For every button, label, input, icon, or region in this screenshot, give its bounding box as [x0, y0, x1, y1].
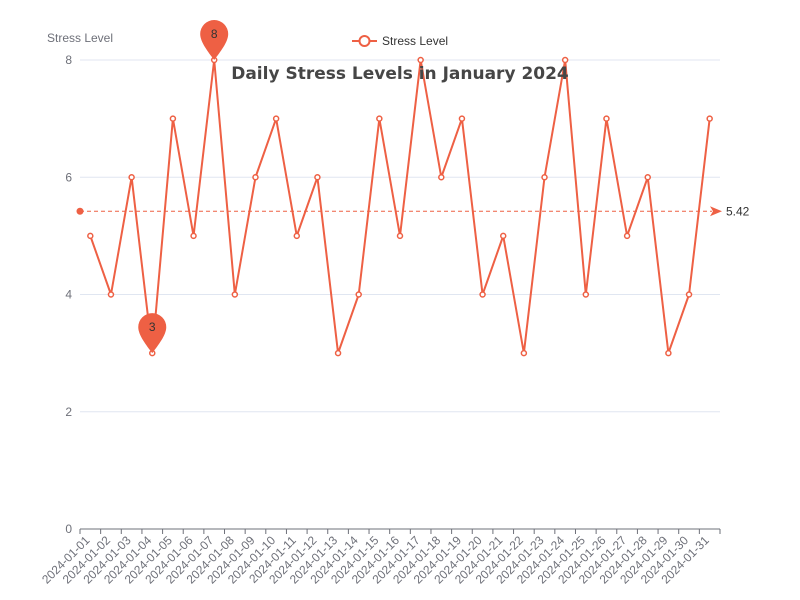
y-tick-label: 2 [65, 405, 72, 419]
y-tick-label: 0 [65, 522, 72, 536]
data-point[interactable] [252, 174, 259, 181]
legend[interactable]: Stress Level [352, 34, 448, 48]
pin-label: 8 [211, 27, 218, 41]
data-point[interactable] [603, 115, 610, 122]
data-point[interactable] [438, 174, 445, 181]
data-point[interactable] [355, 291, 362, 298]
grid-lines [80, 59, 720, 413]
pin-icon [138, 313, 167, 354]
data-point[interactable] [314, 174, 321, 181]
chart-title: Daily Stress Levels in January 2024 [231, 64, 569, 84]
data-point[interactable] [541, 174, 548, 181]
data-point[interactable] [87, 232, 94, 240]
series-line [89, 59, 711, 355]
y-tick-label: 4 [65, 288, 72, 302]
mark-points: 83 [138, 20, 229, 354]
data-point[interactable] [520, 349, 528, 357]
y-tick-label: 6 [65, 170, 72, 184]
data-point[interactable] [376, 115, 383, 122]
data-point[interactable] [561, 56, 569, 64]
data-point[interactable] [396, 232, 404, 240]
y-tick-label: 8 [65, 53, 72, 67]
data-point[interactable] [706, 115, 713, 122]
data-point[interactable] [582, 291, 590, 298]
min-mark-pin: 3 [138, 313, 167, 354]
data-point[interactable] [231, 291, 239, 298]
legend-circle-icon [358, 35, 371, 47]
y-axis-label: Stress Level [47, 31, 113, 45]
data-point[interactable] [190, 232, 197, 240]
pin-icon [200, 20, 229, 60]
pin-label: 3 [149, 320, 156, 334]
data-point[interactable] [623, 232, 631, 240]
x-axis: 2024-01-012024-01-022024-01-032024-01-04… [39, 528, 721, 587]
data-point[interactable] [644, 174, 651, 181]
series-stress-level [87, 56, 713, 357]
average-mark-line: 5.42 [76, 204, 750, 218]
data-point[interactable] [128, 174, 135, 181]
data-point[interactable] [293, 232, 301, 240]
data-point[interactable] [334, 349, 342, 357]
max-mark-pin: 8 [200, 20, 229, 60]
average-line-label: 5.42 [726, 204, 750, 218]
average-line-arrow-icon [710, 206, 722, 217]
legend-label: Stress Level [382, 34, 448, 48]
data-point[interactable] [499, 232, 507, 240]
y-axis-tick-labels: 0 2 4 6 8 [65, 53, 72, 536]
data-point[interactable] [458, 115, 466, 122]
data-point[interactable] [665, 349, 672, 357]
data-point[interactable] [107, 291, 115, 298]
average-line-start-dot [76, 207, 84, 215]
data-point[interactable] [272, 115, 280, 122]
data-point[interactable] [417, 56, 424, 64]
data-point[interactable] [479, 291, 486, 298]
data-point[interactable] [685, 291, 693, 298]
data-point[interactable] [169, 115, 177, 122]
